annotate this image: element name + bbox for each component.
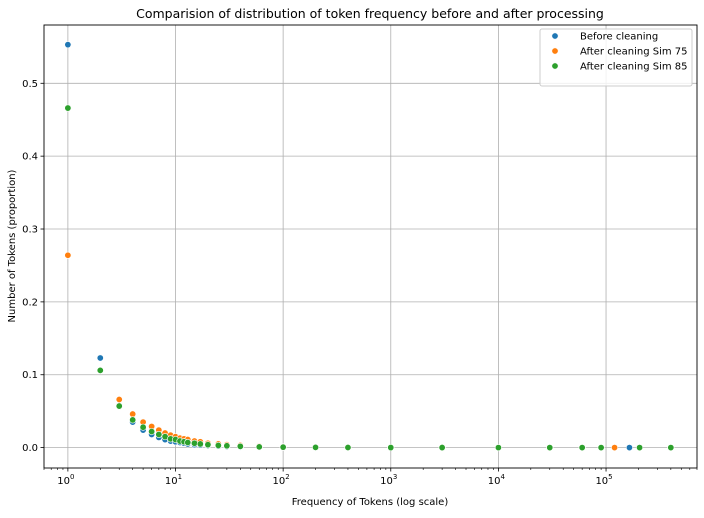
data-point bbox=[196, 440, 204, 448]
x-axis-label: Frequency of Tokens (log scale) bbox=[292, 497, 449, 508]
x-tick-label: 100 bbox=[57, 473, 74, 487]
data-point bbox=[387, 444, 395, 452]
data-point bbox=[115, 396, 123, 404]
legend-marker bbox=[551, 32, 559, 40]
data-point bbox=[625, 444, 633, 452]
x-tick-exponent: 4 bbox=[501, 473, 506, 481]
y-tick-label: 0.2 bbox=[22, 297, 38, 308]
y-tick-label: 0.1 bbox=[22, 370, 38, 381]
data-point bbox=[184, 438, 192, 446]
chart-title: Comparision of distribution of token fre… bbox=[136, 6, 604, 21]
data-point bbox=[129, 410, 137, 418]
data-point bbox=[494, 444, 502, 452]
data-point bbox=[223, 442, 231, 450]
data-point bbox=[96, 366, 104, 374]
series-1 bbox=[64, 41, 633, 452]
x-tick-exponent: 3 bbox=[393, 473, 397, 481]
data-points bbox=[64, 41, 675, 452]
x-tick-exponent: 0 bbox=[70, 473, 74, 481]
data-point bbox=[236, 442, 244, 450]
x-tick-label: 102 bbox=[273, 473, 290, 487]
y-tick-label: 0.3 bbox=[22, 225, 38, 236]
x-tick-label: 101 bbox=[165, 473, 182, 487]
grid bbox=[44, 25, 697, 468]
data-point bbox=[64, 104, 72, 112]
data-point bbox=[139, 423, 147, 431]
data-point bbox=[578, 444, 586, 452]
data-point bbox=[344, 443, 352, 451]
data-point bbox=[611, 444, 619, 452]
series-2 bbox=[64, 251, 675, 452]
legend-label: After cleaning Sim 85 bbox=[580, 62, 688, 73]
data-point bbox=[115, 402, 123, 410]
legend-box bbox=[539, 28, 693, 87]
data-point bbox=[636, 444, 644, 452]
legend-marker bbox=[551, 62, 559, 70]
data-point bbox=[190, 439, 198, 447]
legend: Before cleaning After cleaning Sim 75 Afte… bbox=[539, 28, 693, 87]
data-point bbox=[64, 251, 72, 259]
data-point bbox=[129, 416, 137, 424]
x-tick-exponent: 2 bbox=[285, 473, 289, 481]
data-point bbox=[148, 428, 156, 436]
x-tick-label: 103 bbox=[380, 473, 397, 487]
x-tick-label: 104 bbox=[488, 473, 506, 487]
data-point bbox=[204, 441, 212, 449]
data-point bbox=[155, 430, 163, 438]
data-point bbox=[96, 354, 104, 362]
data-point bbox=[64, 41, 72, 49]
data-point bbox=[597, 444, 605, 452]
data-point bbox=[214, 441, 222, 449]
data-point bbox=[667, 444, 675, 452]
plot-frame bbox=[43, 24, 698, 469]
y-tick-label: 0.5 bbox=[22, 79, 38, 90]
y-axis-label: Number of Tokens (proportion) bbox=[7, 169, 18, 322]
x-tick-exponent: 1 bbox=[178, 473, 182, 481]
data-point bbox=[546, 444, 554, 452]
data-point bbox=[312, 443, 320, 451]
y-tick-label: 0.0 bbox=[22, 443, 38, 454]
legend-label: After cleaning Sim 75 bbox=[580, 47, 688, 58]
series-3 bbox=[64, 104, 675, 452]
legend-label: Before cleaning bbox=[580, 32, 658, 43]
x-tick-exponent: 5 bbox=[608, 473, 612, 481]
data-point bbox=[279, 443, 287, 451]
legend-marker bbox=[551, 47, 559, 55]
x-tick-label: 105 bbox=[595, 473, 612, 487]
y-tick-label: 0.4 bbox=[22, 152, 38, 163]
data-point bbox=[438, 444, 446, 452]
data-point bbox=[255, 443, 263, 451]
